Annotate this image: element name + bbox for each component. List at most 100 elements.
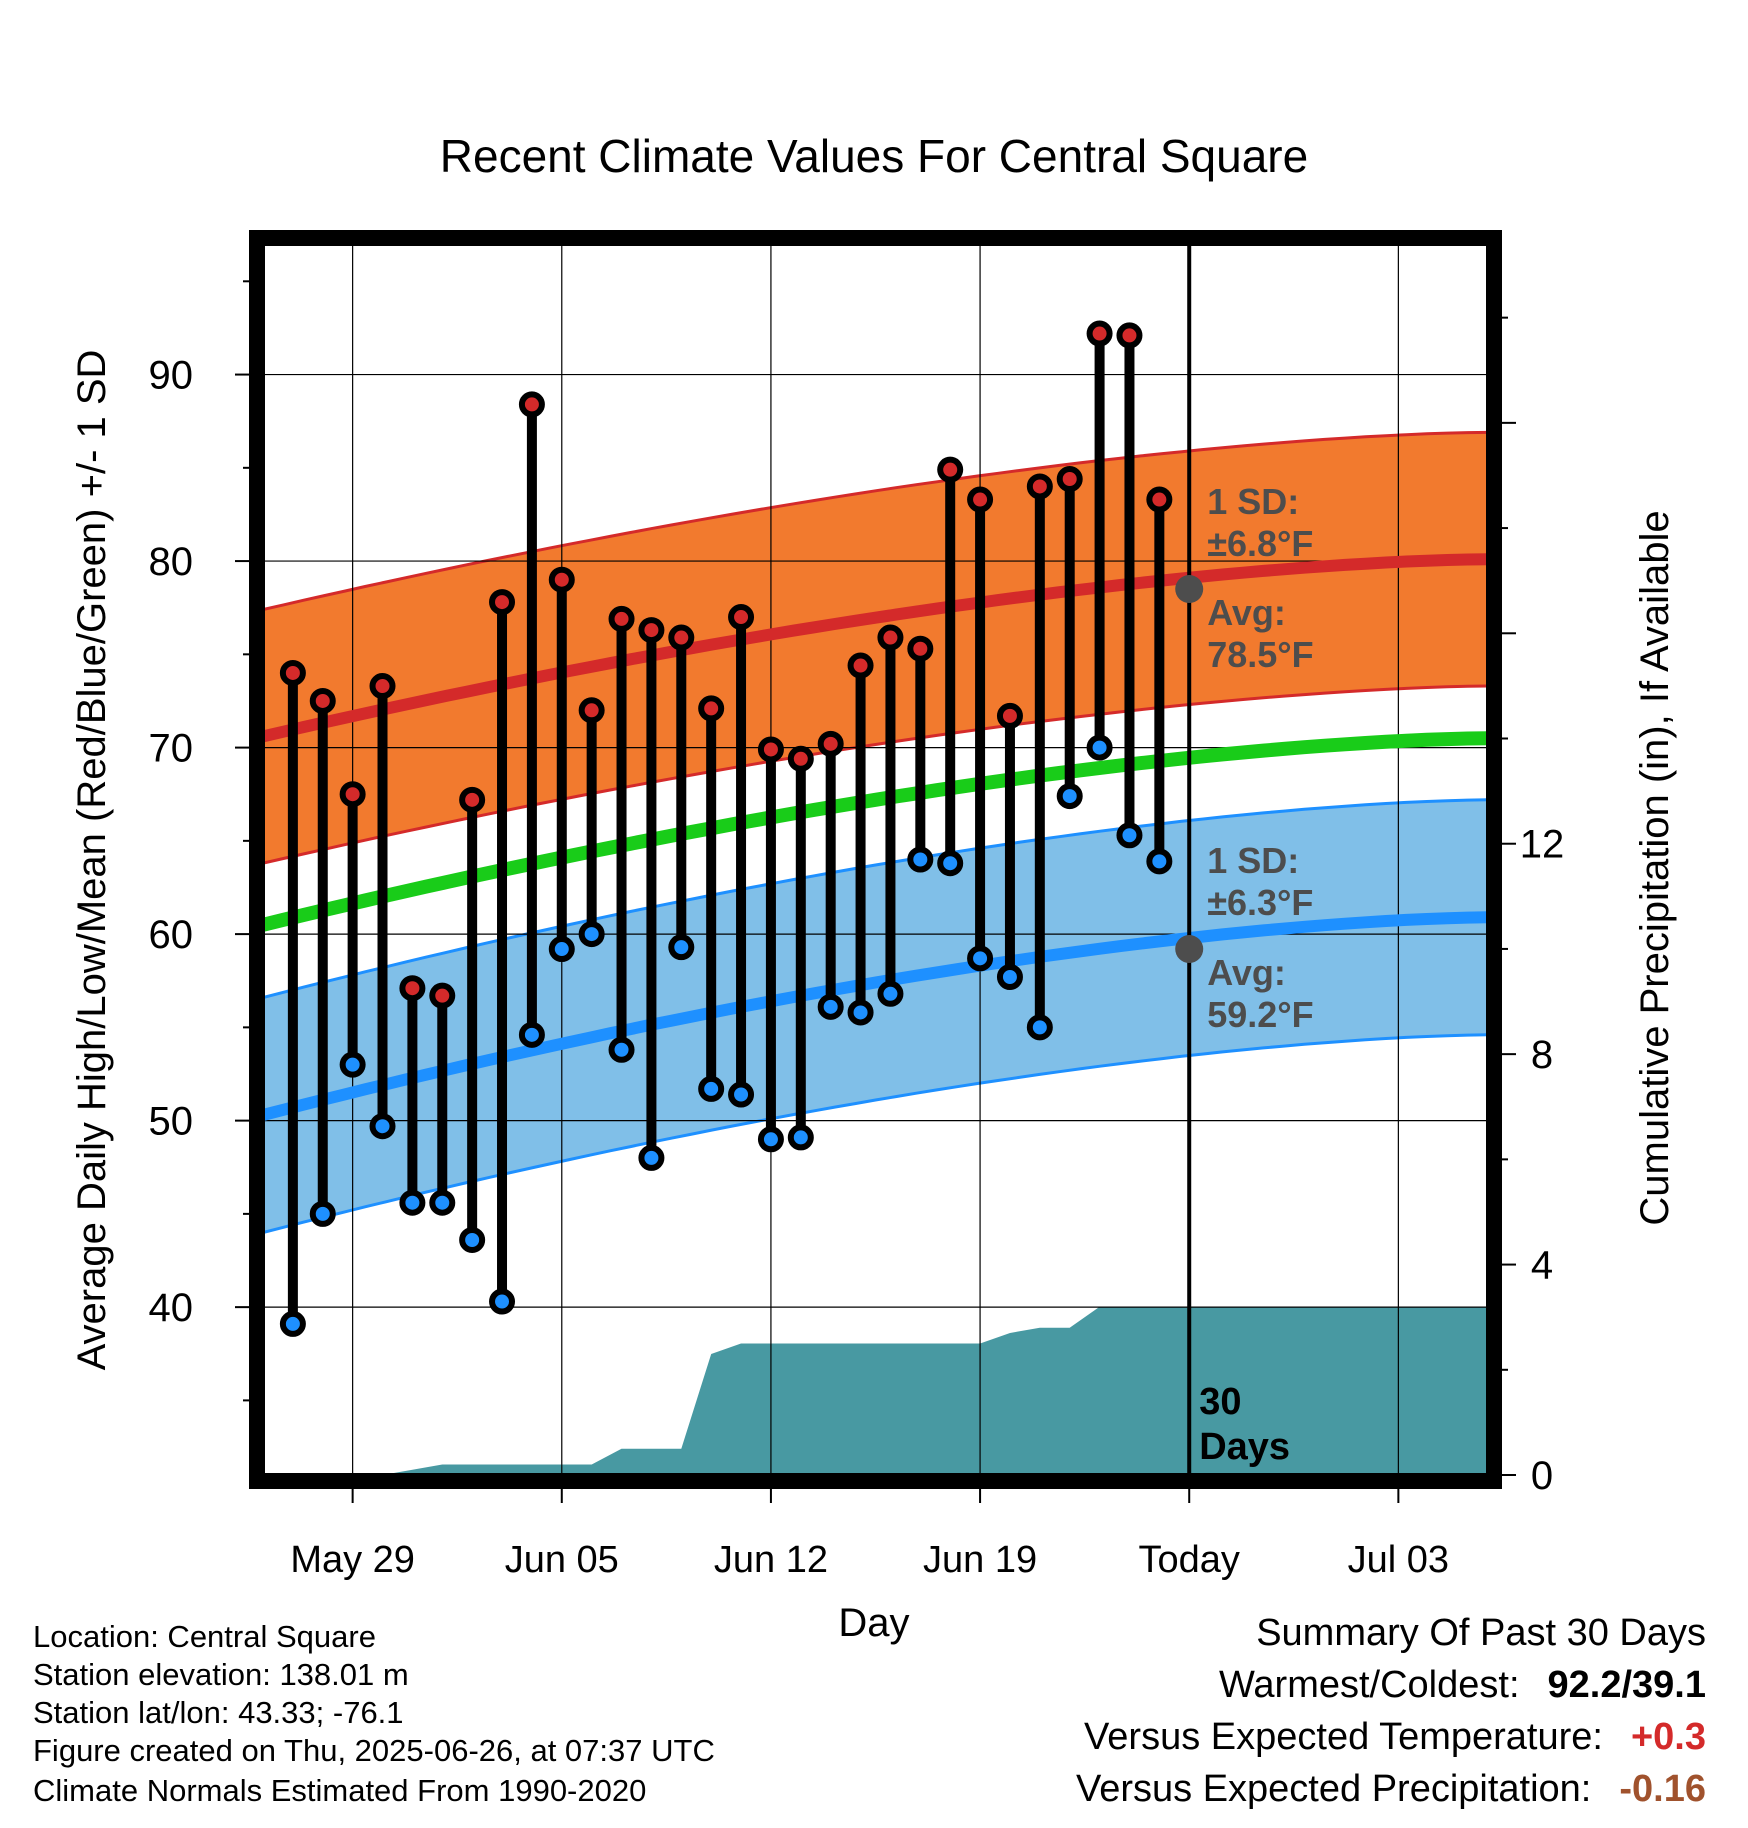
- daily-low-point: [877, 980, 904, 1007]
- y-tick-label: 90: [149, 354, 194, 398]
- daily-high-point: [518, 391, 545, 418]
- daily-low-point: [638, 1144, 665, 1171]
- daily-high-point: [668, 624, 695, 651]
- daily-low-point: [1056, 783, 1083, 810]
- daily-low-point: [339, 1051, 366, 1078]
- summary-warm-cold-label: Warmest/Coldest:: [1218, 1664, 1520, 1706]
- meta-created: Figure created on Thu, 2025-06-26, at 07…: [33, 1733, 715, 1768]
- today-low-avg-marker: [1175, 935, 1204, 964]
- y2-axis-label: Cumulative Precipitation (in), If Availa…: [1633, 510, 1677, 1225]
- low-sd-band: [263, 799, 1488, 1233]
- daily-high-point: [967, 486, 994, 513]
- low-sd-value: ±6.3°F: [1207, 882, 1313, 923]
- days-word-label: Days: [1199, 1426, 1290, 1468]
- daily-low-point: [1116, 822, 1143, 849]
- daily-high-point: [996, 702, 1023, 729]
- daily-high-point: [1026, 473, 1053, 500]
- summary-precip-row: Versus Expected Precipitation: -0.16: [1076, 1768, 1706, 1811]
- meta-location: Location: Central Square: [33, 1619, 376, 1654]
- daily-low-point: [608, 1036, 635, 1063]
- low-avg-value: 59.2°F: [1207, 994, 1313, 1035]
- x-axis-label: Day: [838, 1601, 909, 1645]
- x-tick-label: Jun 19: [923, 1539, 1037, 1581]
- y-tick-label: 40: [149, 1286, 194, 1330]
- daily-high-point: [638, 617, 665, 644]
- daily-low-point: [1086, 734, 1113, 761]
- daily-high-point: [817, 730, 844, 757]
- daily-high-point: [847, 652, 874, 679]
- high-sd-band: [263, 432, 1488, 864]
- x-tick-label: Jun 12: [714, 1539, 828, 1581]
- daily-low-point: [279, 1310, 306, 1337]
- daily-low-point: [548, 936, 575, 963]
- daily-high-point: [907, 635, 934, 662]
- high-avg-value: 78.5°F: [1207, 634, 1313, 675]
- summary-warm-cold-value: 92.2/39.1: [1547, 1664, 1706, 1706]
- daily-high-point: [757, 736, 784, 763]
- daily-high-point: [459, 786, 486, 813]
- daily-high-point: [369, 673, 396, 700]
- y-tick-label: 80: [149, 540, 194, 584]
- daily-low-point: [668, 934, 695, 961]
- daily-low-point: [967, 945, 994, 972]
- meta-latlon: Station lat/lon: 43.33; -76.1: [33, 1695, 404, 1730]
- daily-low-point: [1146, 848, 1173, 875]
- summary-title: Summary Of Past 30 Days: [1256, 1612, 1706, 1654]
- meta-normals: Climate Normals Estimated From 1990-2020: [33, 1773, 647, 1808]
- y2-tick-label: 12: [1520, 823, 1565, 867]
- chart-title: Recent Climate Values For Central Square: [440, 130, 1308, 182]
- daily-low-point: [309, 1200, 336, 1227]
- daily-low-point: [847, 999, 874, 1026]
- low-sd-label: 1 SD:: [1207, 840, 1299, 881]
- high-sd-upper-edge: [263, 430, 1488, 612]
- summary-temp-row: Versus Expected Temperature: +0.3: [1084, 1716, 1706, 1759]
- daily-low-point: [757, 1126, 784, 1153]
- high-sd-label: 1 SD:: [1207, 481, 1299, 522]
- x-tick-label: Today: [1139, 1539, 1240, 1581]
- daily-high-point: [1056, 466, 1083, 493]
- summary-temp-value: +0.3: [1630, 1716, 1706, 1758]
- normal-high-line: [263, 553, 1488, 743]
- daily-low-point: [907, 846, 934, 873]
- daily-low-point: [698, 1075, 725, 1102]
- daily-low-point: [787, 1124, 814, 1151]
- x-tick-label: Jul 03: [1348, 1539, 1449, 1581]
- days-count-label: 30: [1199, 1381, 1241, 1423]
- daily-high-point: [1146, 486, 1173, 513]
- low-avg-label: Avg:: [1207, 952, 1286, 993]
- plot-frame: [249, 230, 1502, 1489]
- x-tick-label: Jun 05: [505, 1539, 619, 1581]
- daily-high-point: [608, 605, 635, 632]
- daily-low-point: [459, 1226, 486, 1253]
- daily-high-point: [937, 456, 964, 483]
- daily-low-point: [937, 850, 964, 877]
- summary-temp-label: Versus Expected Temperature:: [1084, 1716, 1603, 1758]
- daily-low-point: [728, 1081, 755, 1108]
- daily-low-point: [399, 1189, 426, 1216]
- daily-high-point: [279, 659, 306, 686]
- today-high-avg-marker: [1175, 575, 1204, 604]
- y-tick-label: 70: [149, 727, 194, 771]
- daily-low-point: [489, 1288, 516, 1315]
- precipitation-area: [292, 1306, 1488, 1475]
- daily-low-point: [817, 993, 844, 1020]
- x-tick-label: May 29: [290, 1539, 415, 1581]
- daily-high-point: [399, 975, 426, 1002]
- summary-precip-label: Versus Expected Precipitation:: [1075, 1768, 1592, 1810]
- summary-warm-cold-row: Warmest/Coldest: 92.2/39.1: [1219, 1664, 1706, 1707]
- daily-high-point: [489, 589, 516, 616]
- daily-high-point: [1086, 320, 1113, 347]
- daily-low-point: [996, 964, 1023, 991]
- daily-high-point: [1116, 322, 1143, 349]
- daily-high-point: [339, 781, 366, 808]
- high-avg-label: Avg:: [1207, 592, 1286, 633]
- daily-low-point: [578, 921, 605, 948]
- y2-tick-label: 0: [1531, 1454, 1553, 1498]
- y2-tick-label: 4: [1531, 1244, 1553, 1288]
- daily-high-point: [728, 604, 755, 631]
- y-tick-label: 60: [149, 913, 194, 957]
- daily-high-point: [578, 697, 605, 724]
